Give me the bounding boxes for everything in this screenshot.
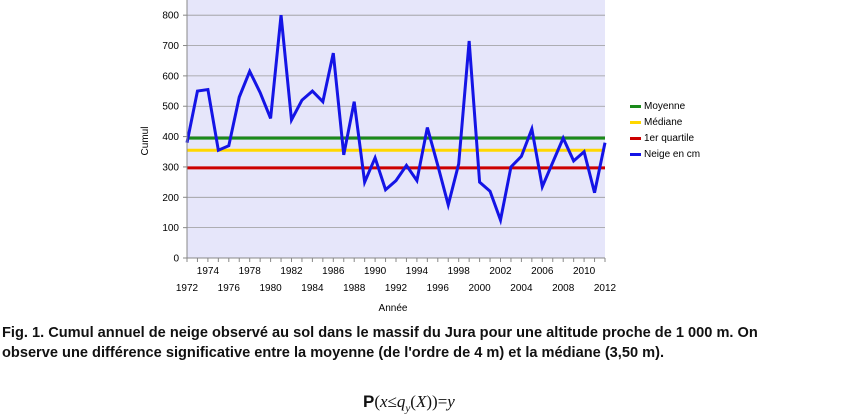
x-tick-label: 2000 <box>468 283 491 294</box>
x-tick-label: 1998 <box>448 266 471 277</box>
figure-caption: Fig. 1. Cumul annuel de neige observé au… <box>2 325 758 361</box>
quantile-formula: P(x≤qy(X))=y <box>363 392 455 414</box>
legend-label: 1er quartile <box>644 132 695 144</box>
legend-swatch <box>630 120 641 124</box>
series-line-3 <box>185 15 607 226</box>
x-tick-label: 1984 <box>301 283 324 294</box>
y-tick-label: 700 <box>162 41 179 52</box>
legend-label: Médiane <box>644 116 683 128</box>
legend-swatch <box>630 136 641 140</box>
x-tick-label: 1990 <box>364 266 387 277</box>
legend-item-mediane: Médiane <box>630 114 700 130</box>
legend-swatch <box>630 104 641 108</box>
x-tick-label: 2012 <box>594 283 617 294</box>
formula-eq: = <box>437 392 448 411</box>
formula-q: q <box>396 392 406 411</box>
legend-item-quartile: 1er quartile <box>630 130 700 146</box>
x-axis-ticks: 1974 1978 1982 1986 1990 1994 1998 2002 2006 2010… <box>176 258 617 294</box>
formula-X: X <box>415 392 427 411</box>
legend-item-neige: Neige en cm <box>630 146 700 162</box>
x-tick-label: 1994 <box>406 266 429 277</box>
y-tick-label: 100 <box>162 223 179 234</box>
y-tick-label: 300 <box>162 162 179 173</box>
formula-paren: ( <box>374 392 381 411</box>
snow-series <box>185 15 607 226</box>
formula-paren: ) <box>432 392 438 411</box>
x-tick-label: 2002 <box>489 266 512 277</box>
formula-le: ≤ <box>387 392 397 411</box>
x-tick-label: 2008 <box>552 283 575 294</box>
formula-x: x <box>380 392 388 411</box>
formula-y: y <box>447 392 455 411</box>
legend-label: Neige en cm <box>644 148 701 160</box>
x-tick-label: 2004 <box>510 283 533 294</box>
x-tick-label: 1972 <box>176 283 199 294</box>
x-axis-label: Année <box>379 303 408 314</box>
formula-p: P <box>363 392 375 411</box>
formula-paren: ) <box>426 392 433 411</box>
legend-label: Moyenne <box>644 100 686 112</box>
y-tick-label: 200 <box>162 193 179 204</box>
legend-item-moyenne: Moyenne <box>630 98 700 114</box>
y-tick-label: 800 <box>162 11 179 22</box>
x-tick-label: 1978 <box>239 266 262 277</box>
x-tick-label: 1992 <box>385 283 408 294</box>
x-tick-label: 2010 <box>573 266 596 277</box>
x-tick-label: 1988 <box>343 283 366 294</box>
x-tick-label: 1976 <box>218 283 241 294</box>
y-tick-label: 400 <box>162 132 179 143</box>
y-tick-label: 0 <box>173 254 179 265</box>
x-tick-label: 1996 <box>427 283 450 294</box>
x-tick-label: 2006 <box>531 266 554 277</box>
formula-paren: ( <box>410 392 416 411</box>
formula-sub: y <box>405 402 411 415</box>
legend-swatch <box>630 152 641 156</box>
y-tick-label: 500 <box>162 102 179 113</box>
y-tick-label: 600 <box>162 71 179 82</box>
x-tick-label: 1974 <box>197 266 220 277</box>
x-tick-label: 1986 <box>322 266 345 277</box>
x-tick-label: 1982 <box>280 266 303 277</box>
plot-area <box>187 0 605 258</box>
y-axis-label: Cumul <box>140 127 151 156</box>
x-tick-label: 1980 <box>259 283 282 294</box>
y-axis-ticks: 0 100 200 300 400 500 600 700 800 <box>162 11 187 265</box>
legend: Moyenne Médiane 1er quartile Neige en cm <box>630 98 700 162</box>
